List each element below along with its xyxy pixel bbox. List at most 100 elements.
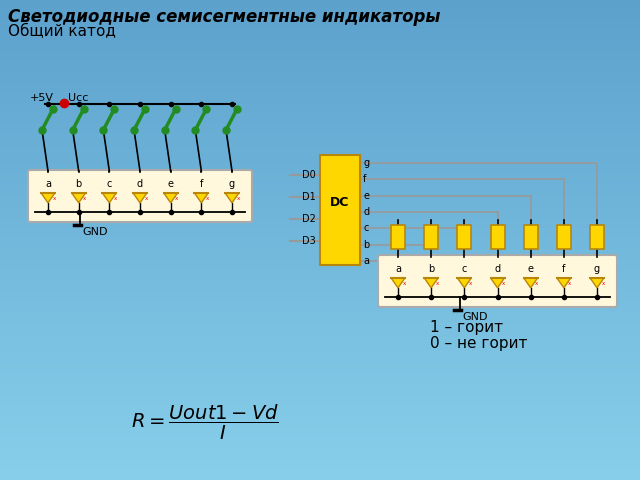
Bar <box>0 106 640 107</box>
Bar <box>0 116 640 117</box>
Bar <box>0 262 640 263</box>
Bar <box>0 379 640 380</box>
Bar <box>0 210 640 211</box>
Polygon shape <box>102 193 116 203</box>
Bar <box>0 366 640 367</box>
Bar <box>0 37 640 38</box>
Text: 1 – горит: 1 – горит <box>430 320 503 335</box>
Bar <box>0 311 640 312</box>
Bar <box>0 98 640 99</box>
Polygon shape <box>424 278 438 288</box>
Text: x: x <box>568 281 572 287</box>
Bar <box>0 370 640 371</box>
Bar <box>0 174 640 175</box>
Text: f: f <box>562 264 566 274</box>
Bar <box>0 367 640 368</box>
Bar <box>0 176 640 177</box>
Bar <box>0 148 640 149</box>
Bar <box>0 471 640 472</box>
Text: x: x <box>468 281 472 287</box>
Bar <box>0 251 640 252</box>
Bar <box>0 325 640 326</box>
Bar <box>0 397 640 398</box>
Bar <box>0 104 640 105</box>
Bar <box>0 415 640 416</box>
Text: x: x <box>535 281 538 287</box>
Bar <box>0 48 640 49</box>
Bar <box>0 154 640 155</box>
Bar <box>0 110 640 111</box>
Bar <box>0 236 640 237</box>
Bar <box>0 229 640 230</box>
Bar <box>0 119 640 120</box>
Bar <box>0 89 640 90</box>
Bar <box>0 228 640 229</box>
Text: b: b <box>363 240 369 250</box>
Bar <box>391 225 405 249</box>
Bar <box>0 250 640 251</box>
Polygon shape <box>133 193 147 203</box>
Bar <box>0 209 640 210</box>
Bar <box>0 217 640 218</box>
Bar <box>0 138 640 139</box>
Bar <box>0 76 640 77</box>
Bar <box>0 374 640 375</box>
Text: DC: DC <box>330 195 349 208</box>
Bar <box>0 405 640 406</box>
Bar <box>0 451 640 452</box>
FancyBboxPatch shape <box>378 255 617 307</box>
Bar <box>0 272 640 273</box>
Bar <box>0 196 640 197</box>
Bar <box>0 99 640 100</box>
Bar <box>0 473 640 474</box>
Bar <box>0 126 640 127</box>
Bar <box>0 341 640 342</box>
Bar <box>0 56 640 57</box>
Bar <box>0 197 640 198</box>
Bar <box>0 117 640 118</box>
Bar <box>0 86 640 87</box>
Text: x: x <box>403 281 406 287</box>
Bar <box>0 465 640 466</box>
Bar <box>0 77 640 78</box>
Bar <box>0 432 640 433</box>
Text: x: x <box>205 196 209 201</box>
Bar <box>0 111 640 112</box>
Bar <box>0 114 640 115</box>
Bar <box>0 192 640 193</box>
Polygon shape <box>41 193 55 203</box>
Text: d: d <box>137 179 143 189</box>
Bar <box>0 306 640 307</box>
Bar <box>0 96 640 97</box>
Bar <box>0 396 640 397</box>
Bar <box>0 195 640 196</box>
Bar <box>0 288 640 289</box>
Bar <box>0 171 640 172</box>
Bar <box>0 162 640 163</box>
Bar <box>0 53 640 54</box>
Bar <box>0 368 640 369</box>
Bar <box>0 384 640 385</box>
Text: x: x <box>436 281 439 287</box>
Bar <box>0 52 640 53</box>
Bar <box>0 155 640 156</box>
Bar <box>0 7 640 8</box>
Bar <box>0 331 640 332</box>
Bar <box>0 83 640 84</box>
Bar <box>0 221 640 222</box>
Bar <box>0 3 640 4</box>
Bar <box>0 71 640 72</box>
Polygon shape <box>524 278 538 288</box>
Bar <box>0 103 640 104</box>
Text: g: g <box>363 158 369 168</box>
Bar <box>0 298 640 299</box>
Bar <box>0 118 640 119</box>
Bar <box>0 9 640 10</box>
Bar <box>0 102 640 103</box>
Bar <box>0 410 640 411</box>
Bar <box>0 300 640 301</box>
Bar <box>0 178 640 179</box>
Bar <box>0 467 640 468</box>
Bar <box>0 398 640 399</box>
Bar <box>0 445 640 446</box>
